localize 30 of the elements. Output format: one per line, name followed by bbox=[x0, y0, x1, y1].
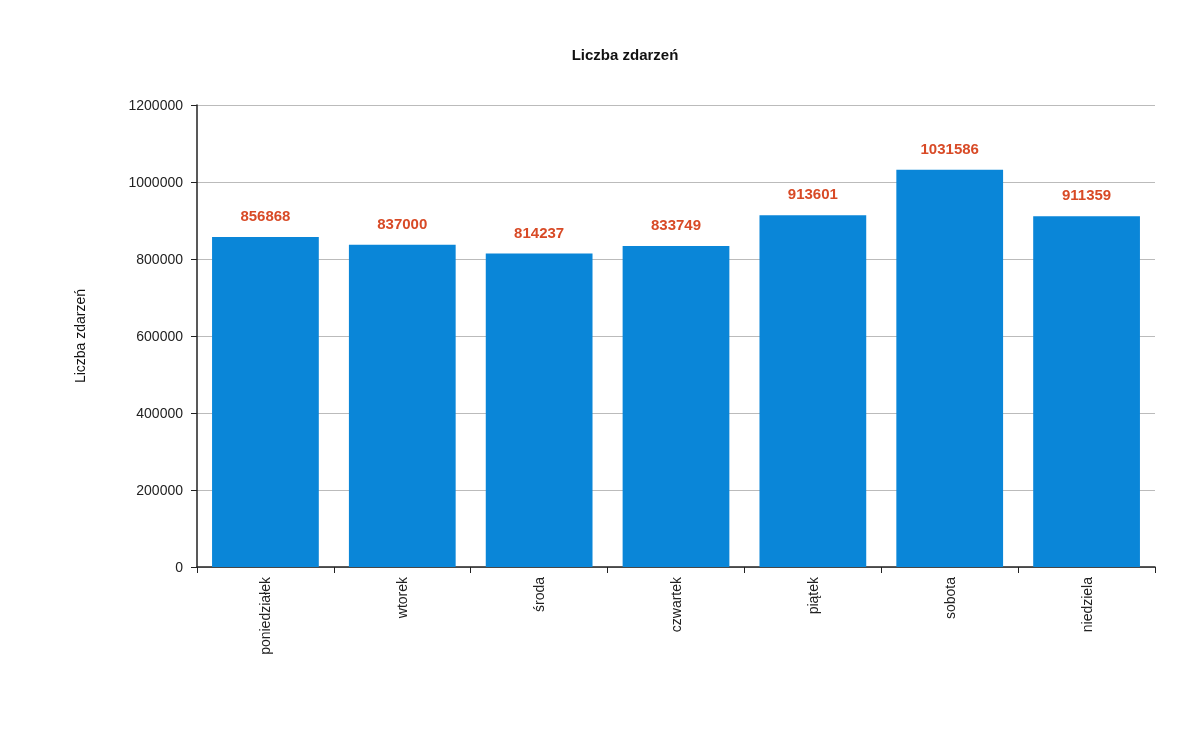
bar bbox=[622, 246, 730, 567]
data-label: 814237 bbox=[514, 223, 565, 241]
data-label: 833749 bbox=[650, 216, 702, 234]
y-tick-label: 600000 bbox=[136, 328, 184, 344]
x-tick-label: sobota bbox=[941, 576, 958, 620]
x-tick-label: niedziela bbox=[1078, 576, 1095, 633]
y-tick-label: 1200000 bbox=[128, 97, 184, 113]
x-tick-label: poniedziałek bbox=[257, 576, 274, 655]
x-tick-label: środa bbox=[531, 576, 548, 613]
data-label: 911359 bbox=[1061, 186, 1112, 204]
y-tick-label: 0 bbox=[175, 559, 184, 575]
data-label: 856868 bbox=[240, 207, 291, 225]
y-tick-label: 1000000 bbox=[128, 174, 184, 190]
x-tick-label: czwartek bbox=[668, 576, 684, 633]
data-label: 913601 bbox=[787, 185, 838, 203]
bar bbox=[348, 244, 456, 567]
x-tick-label: piątek bbox=[804, 576, 821, 615]
y-tick-label: 200000 bbox=[136, 482, 184, 498]
bar bbox=[896, 169, 1004, 567]
bar bbox=[485, 253, 593, 567]
bar bbox=[212, 237, 319, 567]
data-label: 837000 bbox=[377, 214, 428, 232]
y-tick-label: 400000 bbox=[136, 405, 184, 421]
y-tick-label: 800000 bbox=[136, 251, 184, 267]
data-label: 1031586 bbox=[920, 139, 979, 157]
y-axis-title: Liczba zdarzeń bbox=[72, 288, 88, 384]
bar bbox=[759, 215, 867, 567]
bar bbox=[1033, 216, 1140, 567]
x-tick-label: wtorek bbox=[394, 576, 411, 620]
chart-title: Liczba zdarzeń bbox=[571, 46, 679, 63]
